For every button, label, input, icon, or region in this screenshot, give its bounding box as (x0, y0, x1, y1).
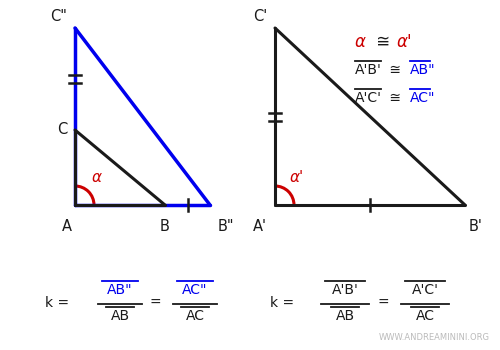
Text: AB: AB (336, 309, 354, 323)
Text: ≅: ≅ (385, 63, 406, 77)
Text: C: C (57, 122, 67, 138)
Text: B: B (160, 219, 170, 234)
Text: =: = (149, 296, 161, 310)
Text: α: α (355, 33, 366, 51)
Text: AC": AC" (410, 91, 436, 105)
Text: AC: AC (416, 309, 434, 323)
Text: A': A' (253, 219, 267, 234)
Text: AB": AB" (107, 283, 133, 297)
Text: α': α' (290, 169, 304, 184)
Text: AB": AB" (410, 63, 436, 77)
Text: ≅: ≅ (371, 33, 396, 51)
Text: k =: k = (45, 296, 69, 310)
Text: B': B' (469, 219, 483, 234)
Text: A'B': A'B' (332, 283, 358, 297)
Text: B": B" (218, 219, 234, 234)
Text: AC": AC" (182, 283, 208, 297)
Text: α: α (92, 169, 102, 184)
Text: C': C' (253, 9, 267, 24)
Text: k =: k = (270, 296, 294, 310)
Text: AB: AB (110, 309, 130, 323)
Text: WWW.ANDREAMININI.ORG: WWW.ANDREAMININI.ORG (379, 333, 490, 342)
Text: A'B': A'B' (355, 63, 382, 77)
Text: C": C" (50, 9, 67, 24)
Text: A: A (62, 219, 72, 234)
Text: AC: AC (186, 309, 204, 323)
Text: A'C': A'C' (355, 91, 382, 105)
Text: A'C': A'C' (412, 283, 438, 297)
Text: α': α' (397, 33, 412, 51)
Text: =: = (377, 296, 389, 310)
Text: ≅: ≅ (385, 91, 406, 105)
